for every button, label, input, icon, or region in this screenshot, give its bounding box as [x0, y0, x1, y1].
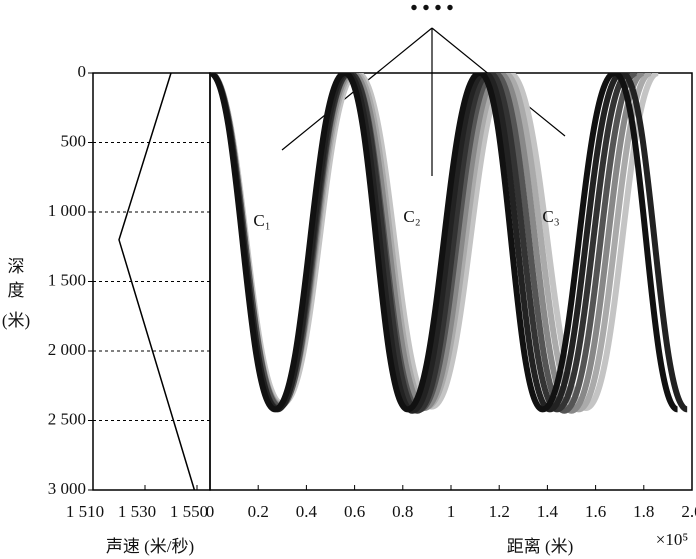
c2-label: C₂	[403, 207, 420, 226]
ray-path	[210, 73, 680, 413]
y-tick-label: 3 000	[48, 479, 86, 498]
x-tick-label: 0	[206, 502, 215, 521]
x-tick-label: 0.6	[344, 502, 365, 521]
x-tick-label: 0.8	[392, 502, 413, 521]
y-tick-label: 1 000	[48, 201, 86, 220]
x-tick-label: 1.6	[585, 502, 606, 521]
x-tick-label: 0.4	[296, 502, 318, 521]
x-tick-label: 1 510	[66, 502, 104, 521]
y-label-3: (米)	[2, 311, 30, 330]
x-tick-label: 0.2	[248, 502, 269, 521]
x-tick-label: 1 550	[170, 502, 208, 521]
c1-label: C₁	[253, 211, 270, 230]
x-multiplier: ×10⁵	[656, 530, 689, 549]
dots-annotation: • • • •	[410, 0, 453, 20]
y-tick-label: 2 000	[48, 340, 86, 359]
y-label-1: 深	[8, 257, 25, 276]
x-tick-label: 1.8	[633, 502, 654, 521]
x-tick-label: 1.4	[537, 502, 559, 521]
y-tick-label: 1 500	[48, 270, 86, 289]
x-tick-label: 1 530	[118, 502, 156, 521]
sound-speed-profile	[118, 72, 196, 491]
y-label-2: 度	[8, 281, 25, 300]
x-tick-label: 1	[447, 502, 456, 521]
x-tick-label: 1.2	[489, 502, 510, 521]
right-x-label: 距离 (米)	[507, 537, 574, 556]
ray-group	[210, 73, 689, 414]
y-tick-label: 2 500	[48, 409, 86, 428]
left-x-label: 声速 (米/秒)	[106, 537, 194, 556]
c3-label: C₃	[542, 207, 559, 226]
y-tick-label: 500	[61, 131, 87, 150]
x-tick-label: 2.0	[681, 502, 696, 521]
y-tick-label: 0	[78, 62, 87, 81]
